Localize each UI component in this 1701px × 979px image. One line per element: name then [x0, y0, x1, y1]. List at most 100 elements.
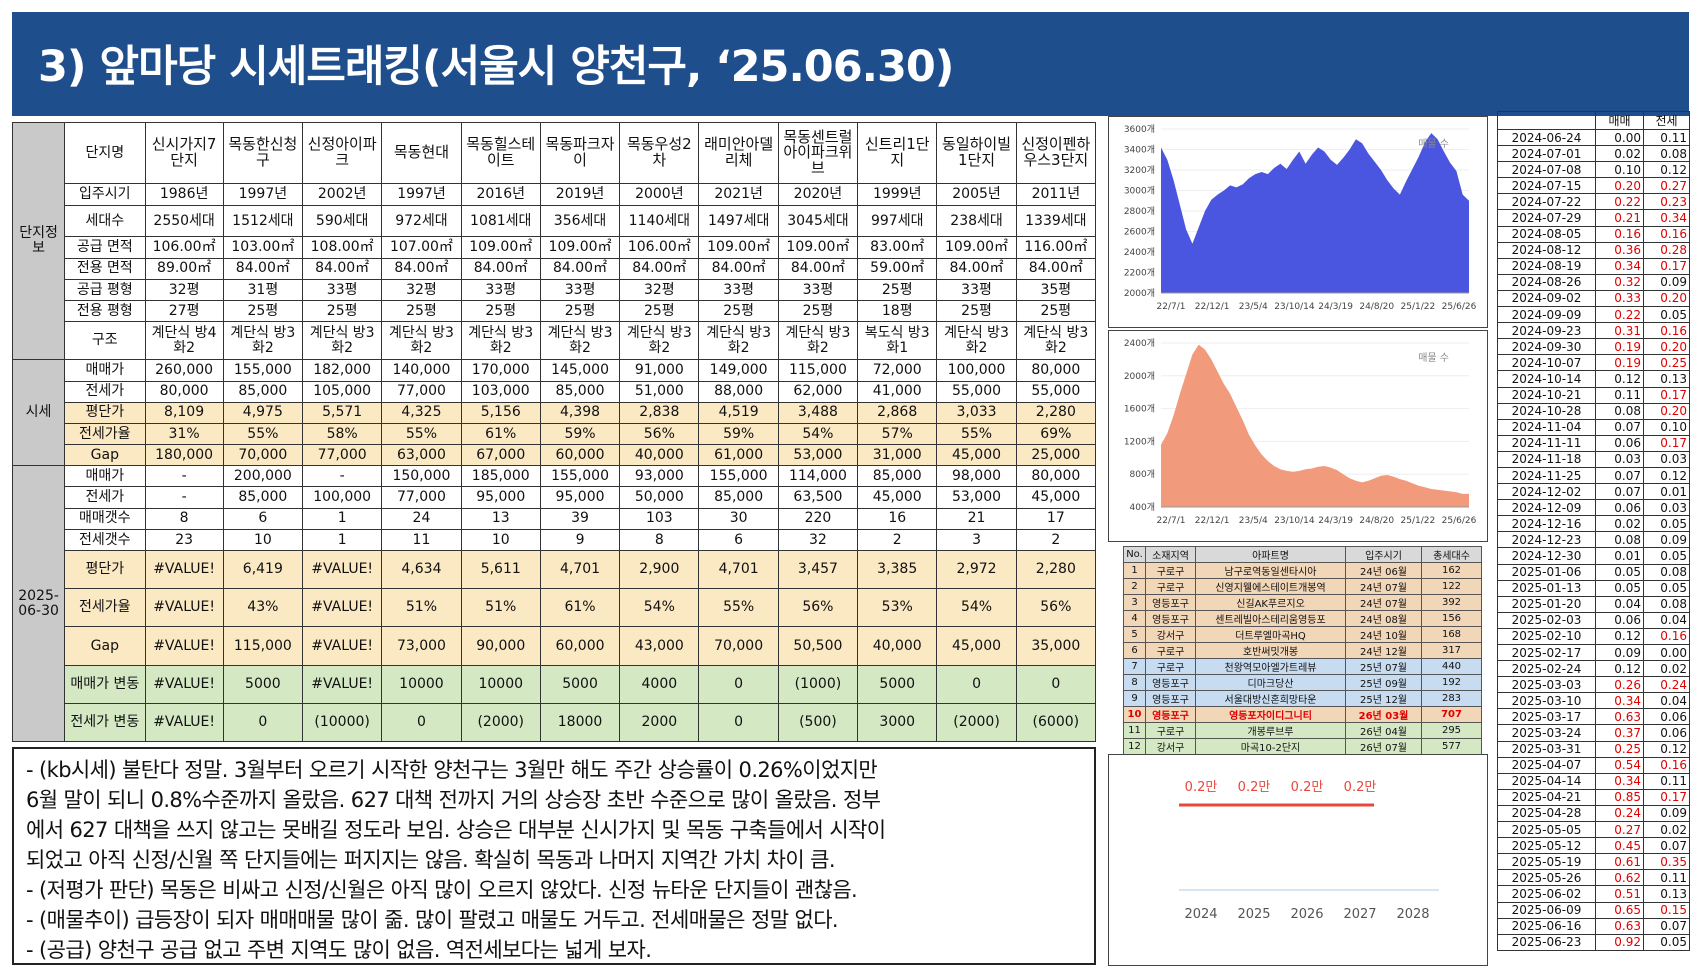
- column-header: 신정이펜하우스3단지: [1015, 121, 1097, 185]
- table-cell: 43,000: [619, 626, 700, 666]
- change-cell: 0.85: [1595, 788, 1644, 806]
- table-cell: 24년 07월: [1345, 594, 1422, 611]
- table-cell: 33평: [936, 278, 1017, 302]
- change-cell: 0.61: [1595, 853, 1644, 871]
- table-cell: 56%: [619, 422, 700, 446]
- x-tick-label: 2027: [1343, 907, 1376, 922]
- date-cell: 2025-05-19: [1497, 853, 1596, 871]
- date-cell: 2025-06-09: [1497, 901, 1596, 919]
- table-cell: 1986년: [144, 183, 224, 206]
- column-header: 입주시기: [1345, 546, 1422, 563]
- table-cell: 317: [1421, 642, 1482, 659]
- table-cell: 23: [144, 528, 224, 552]
- table-cell: 영등포구: [1145, 594, 1196, 611]
- supply-forecast-chart: 0.2만 0.2만 0.2만 0.2만 2024 2025 2026 2027 2028: [1108, 754, 1488, 966]
- table-cell: 31,000: [857, 444, 938, 467]
- change-cell: 0.11: [1643, 869, 1690, 887]
- table-cell: 강서구: [1145, 738, 1196, 755]
- table-row: 6 구로구 호반써밋개봉 24년 12월 317: [1123, 642, 1482, 659]
- table-cell: 2550세대: [144, 204, 224, 238]
- table-cell: 4,975: [222, 401, 304, 424]
- table-row: 2025-01-20 0.04 0.08: [1497, 595, 1690, 613]
- table-cell: 구로구: [1145, 658, 1196, 675]
- table-cell: 50,000: [619, 486, 700, 509]
- table-cell: 55,000: [936, 380, 1017, 403]
- change-cell: 0.34: [1595, 692, 1644, 710]
- table-cell: 24년 06월: [1345, 562, 1422, 579]
- table-cell: 26년 04월: [1345, 722, 1422, 739]
- date-cell: 2024-10-07: [1497, 354, 1596, 372]
- table-row: 2025-05-19 0.61 0.35: [1497, 853, 1690, 871]
- table-cell: 54%: [936, 588, 1017, 628]
- date-cell: 2025-02-24: [1497, 660, 1596, 678]
- date-cell: 2025-02-03: [1497, 611, 1596, 629]
- table-row: 2024-12-23 0.08 0.09: [1497, 531, 1690, 549]
- table-row: 2025-02-03 0.06 0.04: [1497, 611, 1690, 629]
- change-cell: 0.12: [1643, 161, 1690, 179]
- change-cell: 0.06: [1595, 499, 1644, 517]
- table-cell: (2000): [936, 702, 1017, 743]
- table-cell: 18평: [857, 300, 938, 323]
- date-cell: 2025-05-26: [1497, 869, 1596, 887]
- table-row: 10 영등포구 영등포자이디그니티 26년 03월 707: [1123, 706, 1482, 723]
- date-cell: 2024-12-09: [1497, 499, 1596, 517]
- table-cell: 200,000: [222, 465, 304, 488]
- table-cell: 56%: [777, 588, 859, 628]
- table-cell: 21: [936, 507, 1017, 530]
- x-tick-label: 24/8/20: [1359, 516, 1394, 526]
- table-cell: 155,000: [539, 465, 621, 488]
- table-row: 2025-06-30 매매가 -200,000-150,000 185,000 155,…: [11, 465, 1097, 742]
- table-cell: 계단식 방3 화2: [1015, 321, 1097, 361]
- row-label: 공급 면적: [64, 236, 146, 259]
- change-cell: 0.16: [1643, 756, 1690, 774]
- x-tick-label: 25/6/26: [1442, 516, 1477, 526]
- table-cell: 45,000: [936, 626, 1017, 666]
- date-cell: 2024-11-11: [1497, 434, 1596, 452]
- table-cell: 26년 07월: [1345, 738, 1422, 755]
- table-row: 2025-06-02 0.51 0.13: [1497, 885, 1690, 903]
- change-cell: 0.04: [1643, 611, 1690, 629]
- table-cell: 109.00㎡: [460, 236, 541, 259]
- change-cell: 0.13: [1643, 370, 1690, 388]
- comment-box: - (kb시세) 불탄다 정말. 3월부터 오르기 시작한 양천구는 3월만 해…: [12, 747, 1096, 965]
- table-row: 전세가 80,000 85,000 105,000 77,000 103,000 85,00…: [13, 380, 1097, 403]
- table-cell: 84.00㎡: [1015, 257, 1097, 280]
- y-tick-label: 2400개: [1124, 338, 1155, 349]
- table-row: 2024-09-09 0.22 0.05: [1497, 306, 1690, 324]
- change-cell: 0.22: [1595, 193, 1644, 211]
- table-cell: (6000): [1015, 702, 1097, 743]
- table-cell: 84.00㎡: [936, 257, 1017, 280]
- table-row: 입주시기 1986년 1997년 2002년 1997년 2016년 2019년 2000년 2…: [13, 183, 1097, 206]
- table-cell: 114,000: [777, 465, 859, 488]
- table-cell: 1339세대: [1015, 204, 1097, 238]
- table-row: 단지정보 단지명 신시가지7단지 목동한신청구 신정아이파크 목동현대 목동힐스테이트 목동파…: [11, 121, 1097, 361]
- table-cell: 32평: [619, 278, 700, 302]
- table-row: 2024-07-22 0.22 0.23: [1497, 193, 1690, 211]
- table-row: 1 구로구 남구로역동일센타시아 24년 06월 162: [1123, 562, 1482, 579]
- table-row: 2024-11-25 0.07 0.12: [1497, 466, 1690, 485]
- change-cell: 0.05: [1643, 306, 1690, 324]
- table-cell: 2019년: [539, 183, 621, 206]
- change-cell: 0.05: [1643, 933, 1690, 952]
- table-cell: 1997년: [381, 183, 462, 206]
- table-row: 2024-12-16 0.02 0.05: [1497, 515, 1690, 533]
- table-cell: 32: [777, 528, 859, 552]
- x-tick-label: 23/10/14: [1274, 302, 1315, 312]
- table-cell: 구로구: [1145, 578, 1196, 595]
- table-cell: 260,000: [144, 359, 224, 382]
- table-row: Gap 180,000 70,000 77,000 63,000 67,000 60,000…: [13, 444, 1097, 467]
- x-tick-label: 22/12/1: [1195, 516, 1230, 526]
- date-cell: 2024-09-09: [1497, 306, 1596, 324]
- change-cell: 0.01: [1643, 483, 1690, 501]
- table-row: 2025-04-28 0.24 0.09: [1497, 804, 1690, 823]
- table-cell: 6: [222, 507, 304, 530]
- section-label: 2025-06-30: [11, 465, 66, 742]
- area-series: [1161, 344, 1469, 507]
- date-cell: 2024-10-21: [1497, 386, 1596, 404]
- table-cell: 디마크당산: [1195, 674, 1346, 691]
- table-cell: 10: [222, 528, 304, 552]
- row-label: Gap: [64, 444, 146, 467]
- table-row: 2 구로구 신영지웰에스테이트개봉역 24년 07월 122: [1123, 578, 1482, 595]
- table-cell: 84.00㎡: [777, 257, 859, 280]
- table-cell: 계단식 방3 화2: [381, 321, 462, 361]
